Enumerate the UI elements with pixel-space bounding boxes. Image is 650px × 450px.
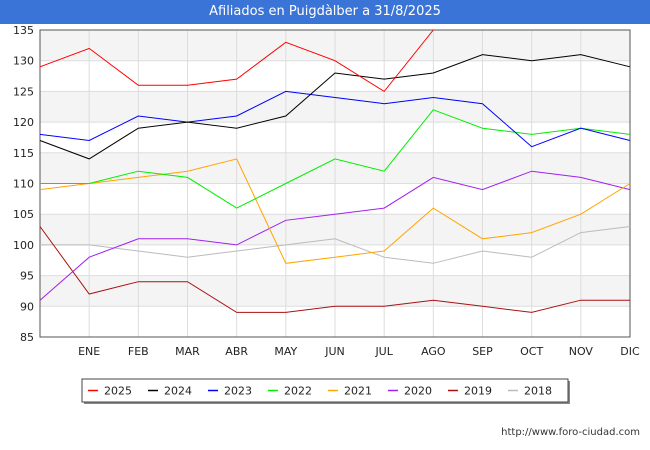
series-line-2020 — [39, 170, 631, 301]
series-line-2018 — [40, 226, 631, 264]
x-tick-label: JUN — [324, 345, 345, 358]
axes: 85 90 95 100 105 110 115 120 125 130 135 ENE FEB MAR A… — [13, 24, 640, 358]
x-tick-label: JUL — [374, 345, 393, 358]
series-line-2022 — [40, 109, 631, 209]
y-tick-label: 90 — [20, 300, 34, 313]
x-tick-label: FEB — [128, 345, 149, 358]
series-line-2024 — [39, 54, 631, 160]
legend-label: 2022 — [284, 385, 312, 398]
legend-label: 2025 — [104, 385, 132, 398]
y-tick-label: 125 — [13, 85, 34, 98]
legend-box — [81, 378, 569, 403]
y-tick-label: 110 — [13, 178, 34, 191]
x-tick-label: NOV — [569, 345, 594, 358]
legend-label: 2018 — [524, 385, 552, 398]
series-lines — [39, 29, 631, 313]
chart-title: Afiliados en Puigdàlber a 31/8/2025 — [0, 0, 650, 24]
y-tick-label: 100 — [13, 239, 34, 252]
y-tick-label: 135 — [13, 24, 34, 37]
series-line-2021 — [39, 158, 631, 264]
series-line-2019 — [39, 226, 630, 313]
legend-label: 2024 — [164, 385, 192, 398]
x-tick-label: AGO — [421, 345, 446, 358]
series-line-2023 — [39, 90, 631, 148]
series-line-2025 — [39, 29, 434, 93]
x-tick-label: SEP — [472, 345, 493, 358]
legend-label: 2019 — [464, 385, 492, 398]
x-tick-label: OCT — [520, 345, 543, 358]
source-url: http://www.foro-ciudad.com — [501, 427, 640, 438]
x-tick-label: ABR — [225, 345, 248, 358]
legend-label: 2020 — [404, 385, 432, 398]
x-tick-label: MAY — [274, 345, 297, 358]
x-tick-label: ENE — [78, 345, 100, 358]
y-tick-label: 85 — [20, 331, 34, 344]
legend: 2025 2024 2023 2022 2021 2020 2019 2018 — [81, 378, 570, 404]
legend-label: 2023 — [224, 385, 252, 398]
y-tick-label: 130 — [13, 55, 34, 68]
x-tick-label: DIC — [620, 345, 640, 358]
legend-label: 2021 — [344, 385, 372, 398]
x-tick-label: MAR — [175, 345, 200, 358]
y-tick-label: 115 — [13, 147, 34, 160]
y-tick-label: 105 — [13, 208, 34, 221]
y-tick-label: 95 — [20, 270, 34, 283]
y-tick-label: 120 — [13, 116, 34, 129]
